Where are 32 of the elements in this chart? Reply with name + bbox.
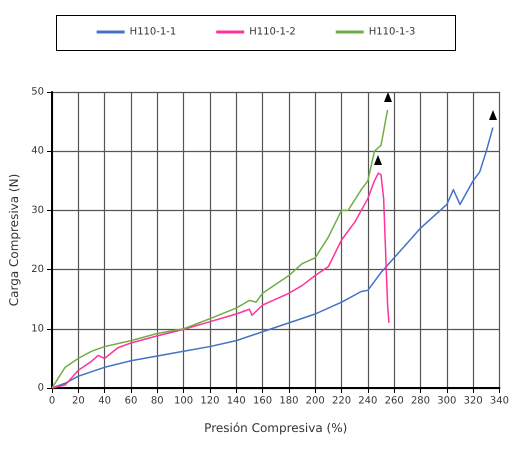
x-tick-label: 120 [200,396,220,406]
x-tick-label: 40 [98,396,112,406]
y-tick-label: 10 [31,323,44,334]
legend-label: H110-1-1 [130,26,176,38]
x-tick-label: 180 [279,396,298,406]
x-tick-label: 340 [490,396,510,406]
x-tick-label: 240 [358,396,378,406]
y-tick-label: 20 [31,264,44,276]
x-tick-label: 260 [384,396,404,406]
x-tick-label: 220 [332,396,352,406]
y-tick-label: 40 [31,146,44,157]
x-tick-label: 100 [174,396,194,406]
x-axis-title: Presión Compresiva (%) [204,421,348,435]
line-series [51,172,390,389]
legend-label: H110-1-2 [249,26,296,38]
x-tick-label: 320 [464,396,483,406]
x-tick-label: 60 [124,396,138,406]
y-tick-label: 0 [38,382,44,394]
x-tick-label: 160 [253,396,272,406]
y-axis-title: Carga Compresiva (N) [7,174,21,306]
x-tick-label: 280 [410,396,430,406]
y-tick-label: 50 [31,86,44,98]
x-tick-label: 200 [306,396,325,406]
y-tick-label: 30 [31,204,44,216]
x-tick-label: 20 [72,396,85,406]
x-tick-label: 0 [48,396,56,406]
x-tick-label: 140 [226,396,246,406]
line-series [51,109,388,389]
x-tick-label: 300 [437,396,456,406]
legend-label: H110-1-3 [368,26,416,38]
line-series [51,126,494,389]
x-tick-label: 80 [150,396,164,406]
